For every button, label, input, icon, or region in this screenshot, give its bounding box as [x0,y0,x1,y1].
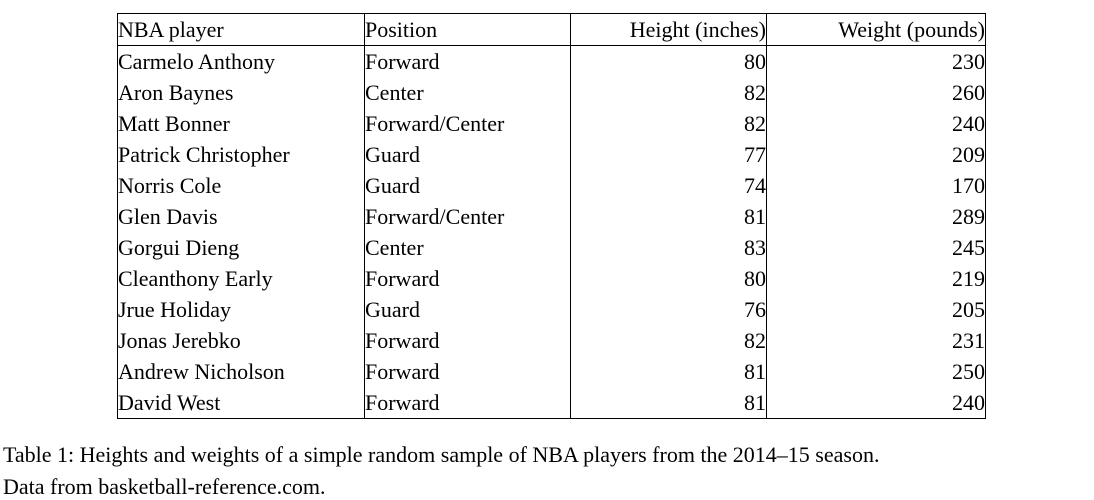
cell-height: 82 [570,325,767,356]
cell-weight: 260 [766,77,986,108]
cell-player: Matt Bonner [117,108,365,139]
cell-weight: 219 [766,263,986,294]
cell-position: Center [364,232,571,263]
table-row: Jrue Holiday Guard 76 205 [117,294,986,325]
cell-weight: 240 [766,108,986,139]
cell-height: 82 [570,108,767,139]
cell-position: Guard [364,139,571,170]
table-body: Carmelo Anthony Forward 80 230 Aron Baynes Ce… [117,45,986,419]
cell-height: 82 [570,77,767,108]
table-caption: Table 1: Heights and weights of a simple… [3,439,1094,500]
cell-weight: 289 [766,201,986,232]
cell-height: 80 [570,263,767,294]
cell-player: David West [117,387,365,419]
cell-weight: 209 [766,139,986,170]
header-weight-pounds: Weight (pounds) [766,13,986,46]
cell-position: Forward [364,45,571,77]
cell-player: Cleanthony Early [117,263,365,294]
cell-position: Forward/Center [364,201,571,232]
cell-height: 81 [570,356,767,387]
cell-weight: 231 [766,325,986,356]
cell-position: Guard [364,294,571,325]
cell-height: 80 [570,45,767,77]
nba-players-table: NBA player Position Height (inches) Weig… [117,13,986,419]
caption-line-1: Table 1: Heights and weights of a simple… [3,442,880,467]
cell-position: Forward [364,263,571,294]
cell-weight: 250 [766,356,986,387]
cell-player: Carmelo Anthony [117,45,365,77]
table-row: Matt Bonner Forward/Center 82 240 [117,108,986,139]
cell-position: Forward/Center [364,108,571,139]
table-row: Norris Cole Guard 74 170 [117,170,986,201]
cell-position: Forward [364,325,571,356]
cell-player: Patrick Christopher [117,139,365,170]
table-row: Andrew Nicholson Forward 81 250 [117,356,986,387]
cell-weight: 245 [766,232,986,263]
cell-player: Norris Cole [117,170,365,201]
cell-position: Forward [364,387,571,419]
cell-height: 81 [570,201,767,232]
table-row: Aron Baynes Center 82 260 [117,77,986,108]
cell-weight: 205 [766,294,986,325]
cell-position: Center [364,77,571,108]
cell-player: Andrew Nicholson [117,356,365,387]
cell-position: Forward [364,356,571,387]
header-nba-player: NBA player [117,13,365,46]
table-header: NBA player Position Height (inches) Weig… [117,13,986,46]
cell-weight: 170 [766,170,986,201]
header-height-inches: Height (inches) [570,13,767,46]
caption-line-2: Data from basketball-reference.com. [3,474,326,499]
header-row: NBA player Position Height (inches) Weig… [117,13,986,46]
cell-height: 74 [570,170,767,201]
cell-position: Guard [364,170,571,201]
cell-player: Aron Baynes [117,77,365,108]
table-row: Gorgui Dieng Center 83 245 [117,232,986,263]
table-row: David West Forward 81 240 [117,387,986,419]
table-row: Jonas Jerebko Forward 82 231 [117,325,986,356]
cell-player: Glen Davis [117,201,365,232]
cell-height: 76 [570,294,767,325]
cell-height: 77 [570,139,767,170]
header-position: Position [364,13,571,46]
cell-player: Jonas Jerebko [117,325,365,356]
cell-height: 83 [570,232,767,263]
cell-player: Gorgui Dieng [117,232,365,263]
table-row: Carmelo Anthony Forward 80 230 [117,45,986,77]
cell-weight: 230 [766,45,986,77]
table-row: Cleanthony Early Forward 80 219 [117,263,986,294]
cell-player: Jrue Holiday [117,294,365,325]
cell-weight: 240 [766,387,986,419]
table-row: Glen Davis Forward/Center 81 289 [117,201,986,232]
table-row: Patrick Christopher Guard 77 209 [117,139,986,170]
cell-height: 81 [570,387,767,419]
